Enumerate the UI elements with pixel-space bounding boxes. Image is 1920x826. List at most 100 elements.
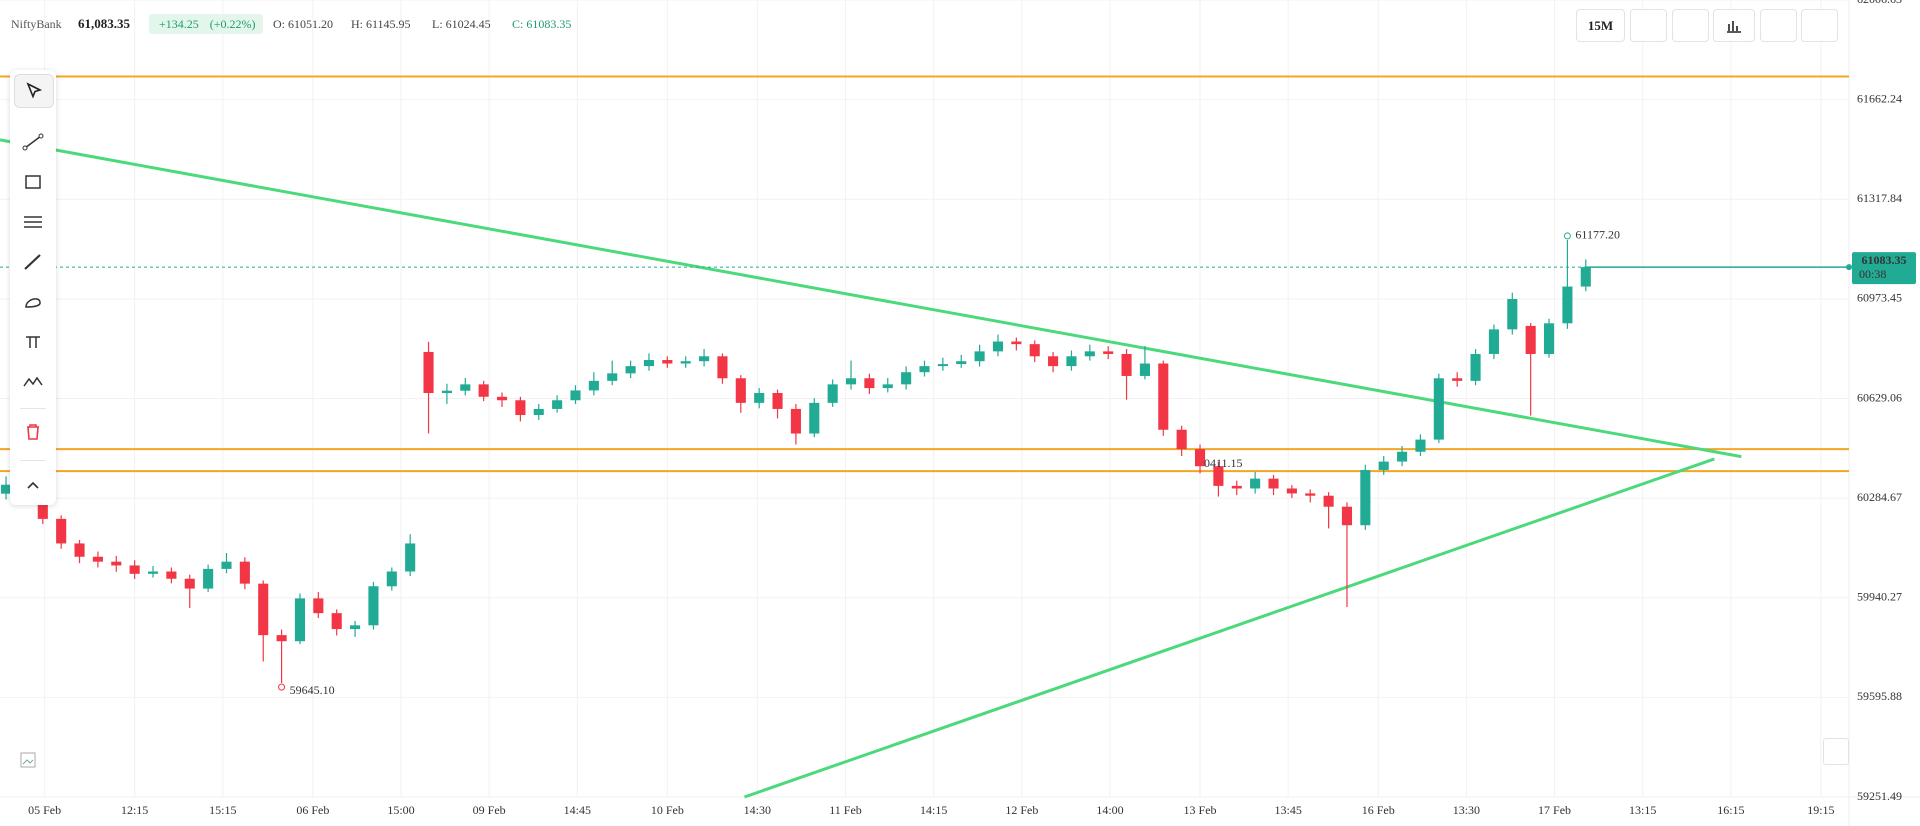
toolbar-button[interactable] [1672, 9, 1709, 42]
broken-image [20, 752, 36, 768]
candle-body [423, 351, 434, 394]
candle-body [1066, 356, 1077, 367]
x-tick-label: 17 Feb [1538, 803, 1571, 817]
change-pct: (+0.22%) [209, 17, 256, 31]
pattern-tool[interactable] [21, 370, 45, 394]
candle-body [901, 372, 912, 385]
x-tick-label: 12 Feb [1005, 803, 1038, 817]
candle-body [864, 378, 875, 389]
candle-body [607, 373, 618, 381]
candle-body [845, 378, 857, 385]
candle-body [588, 380, 599, 391]
x-tick-label: 05 Feb [28, 803, 61, 817]
candle-body [1194, 449, 1206, 467]
candle-body [258, 583, 269, 636]
x-tick-label: 13 Feb [1184, 803, 1217, 817]
x-tick-label: 06 Feb [296, 803, 329, 817]
cursor-tool[interactable] [14, 74, 54, 108]
candle-body [1562, 286, 1573, 324]
candle-body [74, 543, 85, 557]
candle-body [1580, 267, 1591, 287]
last-price-dot [1846, 264, 1852, 271]
x-tick-label: 14:45 [564, 803, 591, 817]
x-tick-label: 16 Feb [1362, 803, 1395, 817]
symbol[interactable]: NiftyBank [11, 17, 62, 31]
candle-body [184, 578, 195, 589]
candle-body [992, 341, 1004, 352]
high-marker [1563, 232, 1571, 240]
cursor-icon[interactable] [21, 80, 45, 104]
change: +134.25 [159, 17, 199, 31]
candle-body [1084, 351, 1095, 357]
candle-body [294, 598, 306, 642]
separator [20, 460, 46, 461]
low-label: 59645.10 [290, 683, 335, 697]
y-tick-label: 59940.27 [1857, 590, 1902, 604]
drawing-toolbar [10, 70, 56, 505]
toolbar-button[interactable] [1801, 9, 1838, 42]
delete-tool[interactable] [21, 420, 45, 444]
ohlc-open: O: 61051.20 [273, 17, 333, 31]
x-tick-label: 16:15 [1717, 803, 1744, 817]
candle-body [368, 586, 379, 626]
x-tick-label: 14:15 [920, 803, 947, 817]
fib-tool[interactable] [21, 210, 45, 234]
price-badge-label: 61083.35 [1862, 253, 1907, 267]
candle-body [1011, 341, 1022, 345]
text-tool[interactable] [21, 330, 45, 354]
candle-body [1250, 478, 1261, 489]
low-marker [278, 683, 286, 691]
candle-body [92, 556, 103, 562]
collapse-button[interactable] [21, 474, 45, 498]
candle-body [533, 408, 544, 416]
candle-body [1415, 439, 1426, 452]
candle-body [1029, 344, 1040, 357]
candle-body [1103, 351, 1114, 354]
candle-body [662, 360, 673, 364]
annotation: 0411.15 [1204, 456, 1243, 470]
x-tick-label: 14:00 [1096, 803, 1123, 817]
candle-body [882, 384, 893, 389]
brush-tool[interactable] [21, 250, 45, 274]
ohlc-high: H: 61145.95 [351, 17, 411, 31]
candle-body [570, 390, 581, 401]
candle-body [313, 598, 324, 614]
candle-body [1341, 506, 1353, 526]
candle-body [625, 366, 636, 374]
candle-body [1397, 451, 1408, 462]
x-tick-label: 14:30 [744, 803, 771, 817]
candle-body [937, 364, 948, 367]
candle-body [1433, 378, 1444, 440]
corner-button[interactable] [1823, 738, 1849, 765]
interval-button[interactable]: 15M [1576, 9, 1625, 42]
candle-body [1139, 363, 1150, 376]
toolbar-button[interactable] [1760, 9, 1797, 42]
x-tick-label: 13:15 [1629, 803, 1656, 817]
candle-body [111, 561, 122, 566]
candle-body [717, 356, 728, 379]
line-tool[interactable] [21, 130, 45, 154]
indicator-button[interactable] [1713, 9, 1755, 42]
candle-body [1360, 469, 1371, 526]
rect-tool[interactable] [21, 170, 45, 194]
candle-body [956, 361, 967, 365]
trend-line [0, 138, 1742, 459]
candle-body [680, 361, 691, 364]
candle-body [1268, 478, 1279, 489]
high-label: 61177.20 [1575, 228, 1620, 242]
price-badge [1852, 252, 1916, 285]
candle-body [276, 635, 287, 642]
y-tick-label: 59251.49 [1857, 789, 1902, 803]
candle-body [496, 396, 508, 401]
candle-body [1452, 378, 1463, 381]
candle-body [1231, 485, 1242, 489]
candle-body [1507, 299, 1518, 330]
separator [20, 408, 46, 409]
shape-tool[interactable] [21, 290, 45, 314]
candle-body [1470, 353, 1481, 381]
x-tick-label: 15:15 [209, 803, 236, 817]
toolbar-button[interactable] [1630, 9, 1667, 42]
candle-body [1, 484, 12, 494]
candle-body [809, 402, 820, 434]
candle-body [405, 543, 416, 572]
